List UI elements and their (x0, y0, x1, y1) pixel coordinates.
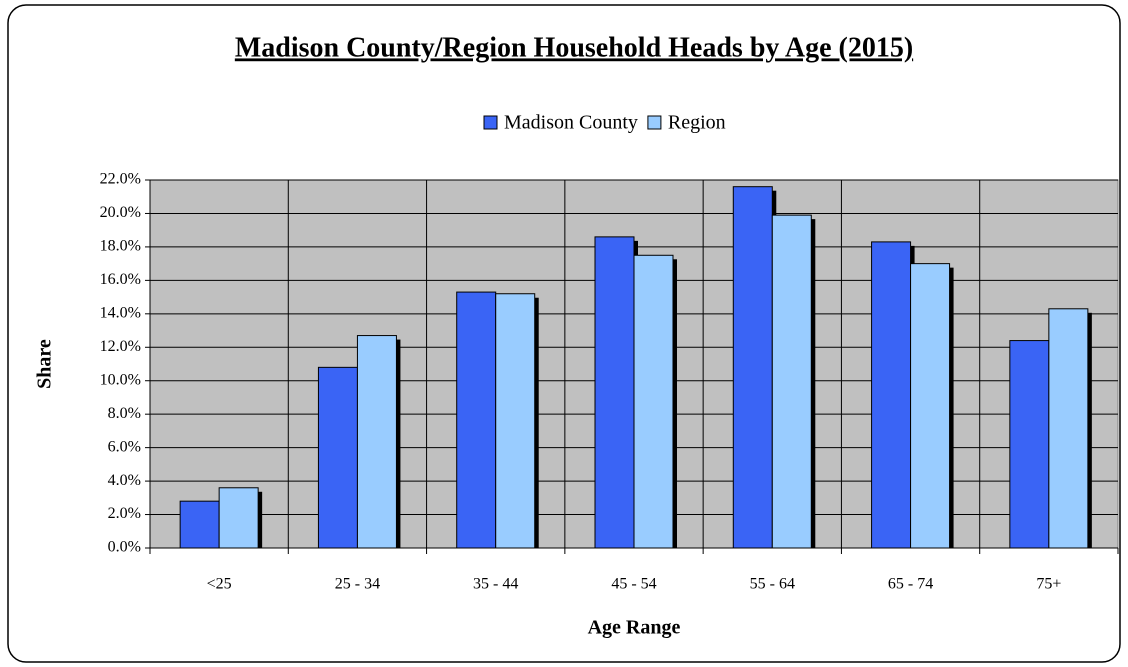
y-axis-title: Share (34, 339, 56, 389)
legend-label: Madison County (504, 112, 638, 134)
bar (179, 500, 220, 549)
x-tick-label: <25 (207, 576, 232, 593)
bar (771, 214, 812, 549)
y-tick-label: 14.0% (100, 304, 141, 321)
legend-label: Region (668, 112, 726, 134)
chart-title: Madison County/Region Household Heads by… (235, 32, 913, 63)
bar (356, 335, 397, 549)
y-tick-label: 0.0% (108, 539, 141, 556)
bar (633, 254, 674, 549)
y-tick-label: 22.0% (100, 171, 141, 188)
bar (594, 236, 635, 549)
bar (495, 293, 536, 549)
bar (871, 241, 912, 549)
y-tick-label: 10.0% (100, 371, 141, 388)
bar (732, 186, 773, 549)
bar (1009, 340, 1050, 549)
y-tick-label: 4.0% (108, 472, 141, 489)
y-tick-label: 20.0% (100, 204, 141, 221)
bar (317, 366, 358, 549)
x-tick-label: 35 - 44 (473, 576, 518, 593)
bar (456, 291, 497, 549)
y-tick-label: 16.0% (100, 271, 141, 288)
legend-swatch (647, 115, 662, 130)
y-tick-label: 2.0% (108, 505, 141, 522)
x-tick-label: 25 - 34 (335, 576, 380, 593)
y-tick-label: 8.0% (108, 405, 141, 422)
y-tick-label: 18.0% (100, 238, 141, 255)
x-axis-title: Age Range (588, 617, 681, 639)
y-tick-label: 12.0% (100, 338, 141, 355)
bar (218, 487, 259, 549)
y-tick-label: 6.0% (108, 438, 141, 455)
x-tick-label: 75+ (1036, 576, 1061, 593)
x-tick-label: 65 - 74 (888, 576, 933, 593)
bar (910, 263, 951, 549)
x-tick-label: 55 - 64 (750, 576, 795, 593)
x-tick-label: 45 - 54 (611, 576, 656, 593)
legend-swatch (483, 115, 498, 130)
bar (1048, 308, 1089, 549)
